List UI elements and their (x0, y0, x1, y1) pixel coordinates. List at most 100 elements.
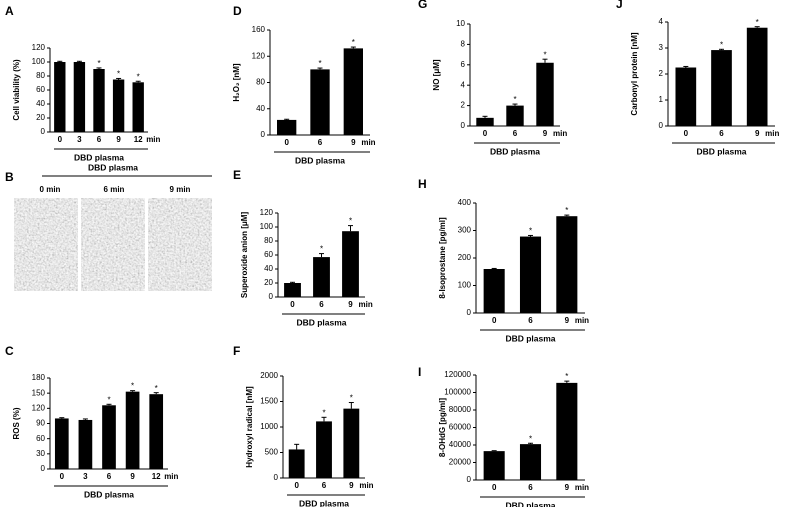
x-tick-label: 9 (543, 129, 548, 138)
significance: * (107, 395, 110, 404)
significance: * (720, 40, 723, 49)
x-unit: min (359, 300, 373, 309)
x-unit: min (575, 483, 589, 492)
x-tick-label: 0 (684, 129, 689, 138)
x-axis-label: DBD plasma (84, 489, 134, 499)
bar (556, 382, 578, 480)
x-tick-label: 6 (528, 483, 533, 492)
image-label: 6 min (104, 185, 125, 194)
micrograph (148, 198, 212, 291)
x-unit: min (359, 481, 373, 490)
panel-title: DBD plasma (88, 162, 138, 172)
y-tick-label: 20 (264, 278, 273, 287)
y-tick-label: 100 (458, 281, 472, 290)
x-axis-label: DBD plasma (74, 152, 124, 162)
bar (556, 216, 578, 313)
y-tick-label: 40 (256, 104, 265, 113)
panel-letter: F (233, 344, 240, 358)
x-tick-label: 6 (318, 138, 323, 147)
panel-letter: A (5, 4, 14, 18)
significance: * (756, 18, 759, 27)
y-tick-label: 160 (252, 25, 266, 34)
y-tick-label: 40 (36, 99, 45, 108)
x-axis-label: DBD plasma (505, 333, 555, 343)
significance: * (318, 59, 321, 68)
significance: * (349, 217, 352, 226)
y-tick-label: 0 (461, 121, 466, 130)
y-axis-label: Cell viability (%) (12, 59, 21, 121)
y-axis-label: Carbonyl protein [nM] (630, 32, 639, 115)
bar (284, 283, 301, 297)
bar (343, 48, 363, 135)
y-tick-label: 1500 (260, 397, 278, 406)
x-tick-label: 0 (58, 135, 63, 144)
y-tick-label: 30 (36, 449, 45, 458)
bar (483, 451, 505, 480)
significance: * (131, 382, 134, 391)
y-tick-label: 0 (467, 308, 472, 317)
x-tick-label: 0 (492, 483, 497, 492)
x-axis-label: DBD plasma (505, 500, 555, 507)
y-tick-label: 1 (659, 95, 664, 104)
bar (316, 421, 332, 478)
x-tick-label: 9 (755, 129, 760, 138)
y-tick-label: 60 (36, 434, 45, 443)
x-tick-label: 12 (134, 135, 143, 144)
image-label: 9 min (170, 185, 191, 194)
significance: * (137, 72, 140, 81)
y-tick-label: 200 (458, 253, 472, 262)
x-tick-label: 6 (528, 316, 533, 325)
bar (746, 27, 768, 126)
x-tick-label: 6 (319, 300, 324, 309)
x-tick-label: 9 (348, 300, 353, 309)
panel-letter: J (616, 0, 623, 11)
bar (277, 119, 297, 135)
y-tick-label: 0 (659, 121, 664, 130)
y-tick-label: 100 (32, 57, 46, 66)
x-tick-label: 0 (492, 316, 497, 325)
significance: * (322, 408, 325, 417)
x-axis-label: DBD plasma (696, 146, 746, 156)
x-unit: min (553, 129, 567, 138)
x-axis-label: DBD plasma (299, 498, 349, 507)
micrograph (14, 198, 78, 291)
y-tick-label: 0 (274, 473, 279, 482)
x-tick-label: 0 (290, 300, 295, 309)
x-tick-label: 9 (565, 483, 570, 492)
y-tick-label: 120000 (444, 370, 471, 379)
y-tick-label: 0 (41, 464, 46, 473)
y-tick-label: 40 (264, 264, 273, 273)
y-tick-label: 3 (659, 43, 664, 52)
x-tick-label: 3 (83, 472, 88, 481)
y-axis-label: Superoxide anion [μM] (240, 212, 249, 299)
significance: * (352, 38, 355, 47)
bar (675, 67, 697, 126)
y-axis-label: Hydroxyl radical [nM] (245, 386, 254, 468)
bar (112, 79, 125, 132)
panel-letter: H (418, 177, 427, 191)
y-tick-label: 0 (467, 475, 472, 484)
significance: * (320, 245, 323, 254)
bar (54, 62, 66, 132)
x-tick-label: 3 (77, 135, 82, 144)
x-tick-label: 0 (60, 472, 65, 481)
x-tick-label: 0 (294, 481, 299, 490)
image-label: 0 min (40, 185, 61, 194)
significance: * (155, 384, 158, 393)
y-tick-label: 2 (461, 101, 466, 110)
y-tick-label: 300 (458, 226, 472, 235)
x-tick-label: 9 (565, 316, 570, 325)
micrograph (81, 198, 145, 291)
bar (343, 408, 360, 478)
y-tick-label: 100 (260, 222, 274, 231)
x-tick-label: 9 (116, 135, 121, 144)
bar (78, 419, 93, 469)
y-tick-label: 100000 (444, 388, 471, 397)
y-tick-label: 0 (261, 130, 266, 139)
y-tick-label: 120 (252, 51, 266, 60)
significance: * (513, 95, 516, 104)
bar (310, 69, 330, 135)
y-axis-label: NO [μM] (432, 59, 441, 90)
panel-letter: C (5, 344, 14, 358)
y-tick-label: 0 (41, 127, 46, 136)
